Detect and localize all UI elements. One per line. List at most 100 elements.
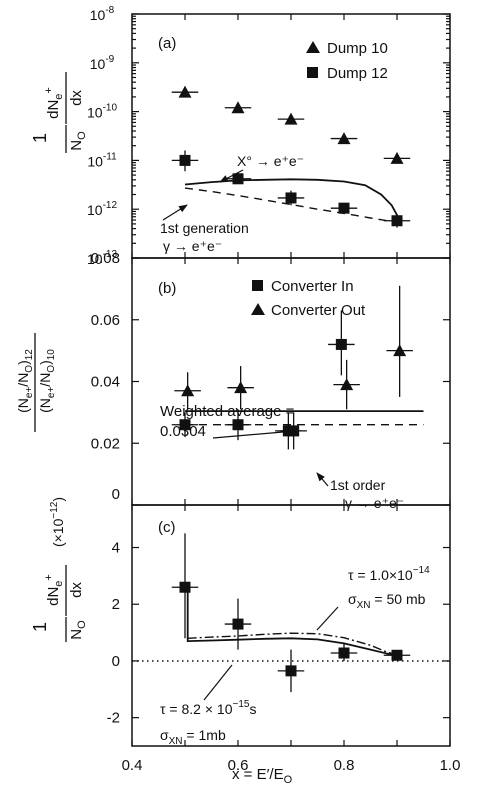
- annotation-x0-decay: X° → e⁺e⁻: [237, 153, 304, 169]
- y-tick-label: -2: [107, 710, 120, 727]
- y-tick-label: 10-10: [87, 103, 117, 121]
- y-tick-label: 10-12: [87, 200, 117, 218]
- legend-converter-out-marker: [251, 303, 265, 315]
- y-tick-label: 0.02: [91, 435, 120, 452]
- y-tick-label: 0.04: [91, 374, 120, 391]
- panel-c-ylabel-num: dNe+: [43, 574, 65, 606]
- annotation-gamma-ee-b: γ → e⁺e⁻: [345, 495, 404, 511]
- y-tick-label: 0.06: [91, 312, 120, 329]
- annotation-1st-order: 1st order: [330, 477, 386, 493]
- converter-in-marker: [335, 338, 347, 350]
- panel-b-annotations: Weighted average = 0.0304 1st order γ → …: [160, 403, 404, 511]
- panel-b-ylabel-denominator: (Ne+/NO)10: [37, 349, 57, 413]
- x-tick-label: 0.4: [122, 757, 143, 774]
- tau-8-2e-15-curve: [185, 586, 400, 657]
- y-tick-label: 0.08: [91, 250, 120, 267]
- annotation-tau-2: τ = 8.2 × 10−15s: [160, 699, 256, 717]
- legend-dump10-label: Dump 10: [327, 40, 388, 57]
- panel-b-ticks: 0 0.02 0.04 0.06 0.08: [91, 250, 451, 506]
- first-generation-curve: [184, 187, 398, 223]
- panel-c-ylabel-dx: dx: [68, 582, 85, 598]
- panel-c-ylabel-one: 1: [30, 622, 50, 632]
- y-tick-label: 10-11: [87, 151, 117, 169]
- excess-data-point-marker: [391, 649, 403, 661]
- y-tick-label: 4: [112, 540, 120, 557]
- y-tick-label: 0: [112, 653, 120, 670]
- excess-data-point-marker: [285, 665, 297, 677]
- y-tick-label: 2: [112, 596, 120, 613]
- dump-12-marker: [232, 173, 244, 185]
- dump-10-marker: [178, 85, 192, 98]
- dump-10-marker: [337, 132, 351, 145]
- converter-in-marker: [232, 419, 244, 431]
- dump-12-marker: [338, 202, 350, 214]
- x-axis-label: x = E′/EO: [232, 766, 293, 786]
- legend-converter-in-marker: [252, 280, 263, 291]
- dump-10-marker: [231, 101, 245, 114]
- y-tick-label: 10-13: [87, 249, 117, 267]
- annotation-1st-order-arrow: [316, 472, 329, 487]
- converter-out-marker: [393, 344, 407, 357]
- dump-10-marker: [390, 151, 404, 164]
- panel-a-points: [171, 85, 411, 228]
- annotation-sigma-1: σXN = 50 mb: [348, 591, 426, 611]
- panel-b-ylabel-numerator: (Ne+/NO)12: [15, 349, 35, 413]
- annotation-1st-generation: 1st generation: [160, 220, 249, 236]
- panel-a-ylabel-one: 1: [30, 133, 50, 143]
- panel-b-points: [171, 285, 413, 450]
- converter-out-marker: [340, 378, 354, 391]
- panel-a-ticks: 10-8 10-9 10-10 10-11 10-12 10-13: [87, 5, 451, 267]
- panel-a-legend: Dump 10 Dump 12: [306, 40, 388, 82]
- legend-dump12-marker: [307, 67, 318, 78]
- annotation-tau-2-pointer: [203, 664, 233, 701]
- converter-in-marker: [179, 419, 191, 431]
- annotation-sigma-2: σXN = 1mb: [160, 727, 226, 747]
- excess-data-point-marker: [232, 618, 244, 630]
- panel-a-ylabel-dx: dx: [68, 90, 85, 106]
- panel-c-label: (c): [158, 519, 176, 536]
- legend-dump12-label: Dump 12: [327, 65, 388, 82]
- annotation-tau-1: τ = 1.0×10−14: [348, 565, 430, 583]
- converter-out-marker: [181, 384, 195, 397]
- dump-12-marker: [179, 154, 191, 166]
- legend-converter-in-label: Converter In: [271, 278, 354, 295]
- panel-a-ylabel-num: dNe+: [43, 87, 65, 119]
- panel-b-label: (b): [158, 280, 176, 297]
- dump-12-marker: [391, 215, 403, 227]
- panel-a-curves: [184, 178, 401, 223]
- panel-c-annotations: τ = 1.0×10−14 σXN = 50 mb τ = 8.2 × 10−1…: [160, 565, 430, 747]
- legend-dump10-marker: [306, 41, 320, 53]
- x-tick-label: 1.0: [440, 757, 461, 774]
- y-tick-label: 10-9: [90, 54, 115, 72]
- annotation-weighted-average-value: 0.0304: [160, 423, 206, 440]
- y-tick-label: 10-8: [90, 5, 115, 23]
- x-tick-label: 0.8: [334, 757, 355, 774]
- annotation-x0-arrow: [219, 169, 244, 183]
- excess-data-point-marker: [179, 581, 191, 593]
- panel-a-ylabel-den: NO: [68, 131, 88, 151]
- annotation-tau-1-pointer: [316, 606, 339, 631]
- panel-a-label: (a): [158, 35, 176, 52]
- annotation-weighted-average: Weighted average =: [160, 403, 295, 420]
- annotation-weighted-average-pointer: [212, 431, 284, 439]
- y-tick-label: 0: [112, 486, 120, 503]
- annotation-gamma-ee-a: γ → e⁺e⁻: [163, 238, 222, 254]
- x-tick-label: 0.6: [228, 757, 249, 774]
- converter-in-marker: [288, 425, 300, 437]
- annotation-generation-arrow: [162, 204, 188, 221]
- panel-c-ylabel-scale: (×10−12): [49, 497, 66, 547]
- excess-data-point-marker: [338, 647, 350, 659]
- panel-c-ylabel-den: NO: [68, 620, 88, 640]
- panel-a-ylabel: 1 dNe+ dx NO: [30, 72, 88, 153]
- tau-1-0e-14-curve: [187, 632, 400, 656]
- legend-converter-out-label: Converter Out: [271, 302, 366, 319]
- panel-b-ylabel: (Ne+/NO)12 (Ne+/NO)10: [15, 333, 57, 432]
- panel-c-ylabel: 1 dNe+ dx NO (×10−12): [30, 497, 88, 642]
- panel-b-frame: [131, 257, 451, 506]
- dump-12-marker: [285, 192, 297, 204]
- panel-b-lines: [185, 410, 424, 426]
- panel-a-annotations: X° → e⁺e⁻ 1st generation γ → e⁺e⁻: [160, 153, 304, 254]
- x0-decay-curve: [184, 178, 401, 221]
- dump-10-marker: [284, 112, 298, 125]
